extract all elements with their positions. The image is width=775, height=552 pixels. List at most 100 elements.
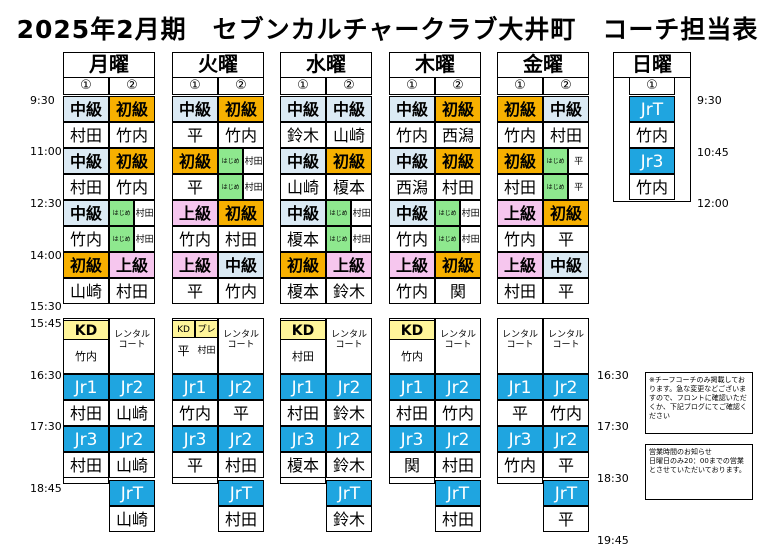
rental-label: レンタル コート bbox=[501, 330, 538, 350]
jr-class: JrT bbox=[218, 480, 264, 506]
jr-class: Jr2 bbox=[543, 374, 589, 400]
class-level: 上級 bbox=[326, 252, 372, 278]
coach-name: 村田 bbox=[134, 200, 155, 226]
coach-name: 平 bbox=[172, 278, 218, 304]
jr-class: Jr1 bbox=[497, 374, 543, 400]
coach-name: 山崎 bbox=[63, 278, 109, 304]
jr-class: Jr3 bbox=[389, 426, 435, 452]
coach-name: 鈴木 bbox=[280, 122, 326, 148]
coach-name: 西潟 bbox=[435, 122, 481, 148]
coach-name: 榎本 bbox=[326, 174, 372, 200]
class-level: 初級 bbox=[280, 252, 326, 278]
coach-name: 山崎 bbox=[109, 400, 155, 426]
time-label: 19:45 bbox=[597, 534, 629, 547]
coach-name: 榎本 bbox=[280, 226, 326, 252]
coach-name: 竹内 bbox=[497, 226, 543, 252]
coach-name: 竹内 bbox=[172, 400, 218, 426]
col-number: ① bbox=[389, 78, 435, 95]
time-label: 9:30 bbox=[30, 94, 55, 107]
day-header-thu: 木曜 bbox=[389, 52, 481, 78]
coach-name: 関 bbox=[435, 278, 481, 304]
hajimete-label: はじめて bbox=[109, 200, 135, 226]
kd-label: KD bbox=[172, 320, 195, 338]
col-number: ② bbox=[435, 78, 481, 95]
class-level: 上級 bbox=[389, 252, 435, 278]
coach-name: 村田 bbox=[497, 278, 543, 304]
hajimete-label: はじめて bbox=[543, 174, 569, 200]
hours-notice: 営業時間のお知らせ 日曜日のみ20：00までの営業とさせていただいております。 bbox=[645, 444, 753, 500]
day-header-tue: 火曜 bbox=[172, 52, 264, 78]
sunday-frame bbox=[613, 78, 691, 202]
coach-name: 村田 bbox=[63, 400, 109, 426]
coach-name: 村田 bbox=[389, 400, 435, 426]
jr-class: Jr3 bbox=[497, 426, 543, 452]
kd-label: KD bbox=[389, 320, 435, 340]
coach-name: 関 bbox=[389, 452, 435, 478]
jr-class: JrT bbox=[435, 480, 481, 506]
class-level: 中級 bbox=[280, 96, 326, 122]
time-label: 9:30 bbox=[697, 94, 722, 107]
jr-class: Jr3 bbox=[172, 426, 218, 452]
time-label: 17:30 bbox=[30, 420, 62, 433]
frame-line bbox=[63, 478, 109, 484]
class-level: 初級 bbox=[218, 96, 264, 122]
page-title: 2025年2月期 セブンカルチャークラブ大井町 コーチ担当表 bbox=[16, 15, 759, 44]
coach-name: 村田 bbox=[243, 174, 264, 200]
coach-name: 平 bbox=[172, 174, 218, 200]
day-header-sun: 日曜 bbox=[613, 52, 691, 78]
jr-class: Jr2 bbox=[109, 426, 155, 452]
rental-label: レンタル コート bbox=[330, 330, 367, 350]
class-level: 中級 bbox=[389, 96, 435, 122]
time-label: 12:00 bbox=[697, 197, 729, 210]
jr-class: Jr3 bbox=[280, 426, 326, 452]
coach-name: 村田 bbox=[435, 452, 481, 478]
class-level: 中級 bbox=[389, 148, 435, 174]
coach-name: 竹内 bbox=[172, 226, 218, 252]
time-label: 15:45 bbox=[30, 317, 62, 330]
coach-name: 竹内 bbox=[543, 400, 589, 426]
class-level: 中級 bbox=[543, 96, 589, 122]
coach-name: 竹内 bbox=[63, 226, 109, 252]
jr-class: Jr2 bbox=[218, 426, 264, 452]
jr-class: Jr2 bbox=[326, 374, 372, 400]
coach-name: 村田 bbox=[218, 226, 264, 252]
class-level: 初級 bbox=[109, 148, 155, 174]
frame-line bbox=[172, 478, 218, 484]
coach-name: 平 bbox=[568, 148, 589, 174]
col-number: ② bbox=[543, 78, 589, 95]
coach-name: 竹内 bbox=[109, 122, 155, 148]
rental-label: レンタル コート bbox=[222, 330, 259, 350]
class-level: 初級 bbox=[497, 148, 543, 174]
class-level: 上級 bbox=[172, 252, 218, 278]
coach-name: 村田 bbox=[460, 200, 481, 226]
time-label: 17:30 bbox=[597, 420, 629, 433]
coach-name: 村田 bbox=[435, 174, 481, 200]
jr-class: Jr1 bbox=[172, 374, 218, 400]
time-label: 14:00 bbox=[30, 249, 62, 262]
coach-name: 竹内 bbox=[389, 278, 435, 304]
time-label: 18:45 bbox=[30, 482, 62, 495]
coach-name: 村田 bbox=[63, 452, 109, 478]
class-level: 中級 bbox=[63, 200, 109, 226]
time-label: 11:00 bbox=[30, 145, 62, 158]
coach-name: 竹内 bbox=[435, 400, 481, 426]
col-number: ① bbox=[172, 78, 218, 95]
hajimete-label: はじめて bbox=[109, 226, 135, 252]
coach-name: 村田 bbox=[435, 506, 481, 532]
col-number: ① bbox=[629, 78, 675, 95]
coach-name: 鈴木 bbox=[326, 400, 372, 426]
coach-name: 竹内 bbox=[109, 174, 155, 200]
jr-class: Jr3 bbox=[63, 426, 109, 452]
time-label: 10:45 bbox=[697, 146, 729, 159]
class-level: 上級 bbox=[172, 200, 218, 226]
kd-block bbox=[497, 318, 543, 374]
time-label: 16:30 bbox=[30, 369, 62, 382]
class-level: 初級 bbox=[497, 96, 543, 122]
coach-name: 村田 bbox=[460, 226, 481, 252]
frame-line bbox=[497, 478, 543, 484]
time-label: 18:30 bbox=[597, 472, 629, 485]
class-level: 初級 bbox=[218, 200, 264, 226]
jr-class: Jr3 bbox=[629, 148, 675, 174]
kd-block bbox=[280, 318, 326, 374]
coach-name: 竹内 bbox=[389, 226, 435, 252]
